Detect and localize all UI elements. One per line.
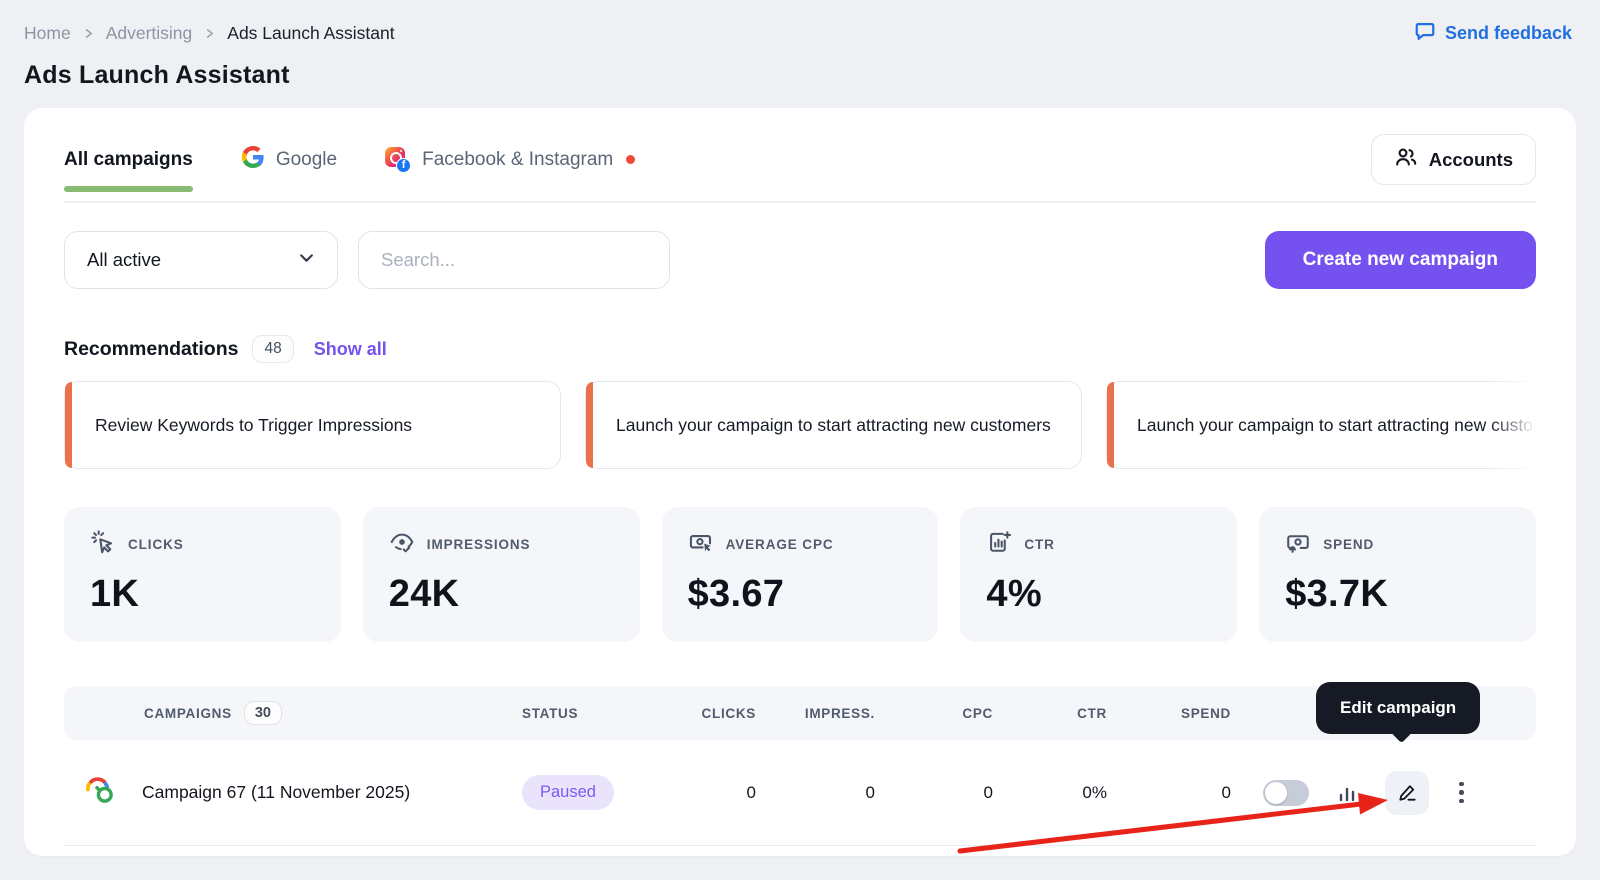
recommendations-count-badge: 48 [252,335,294,363]
chevron-down-icon [298,249,315,271]
stat-label: CLICKS [128,537,184,552]
chevron-right-icon [83,28,94,39]
notification-dot [626,155,636,164]
tab-all-campaigns[interactable]: All campaigns [64,148,193,192]
col-spend: SPEND [1180,705,1231,721]
col-clicks: CLICKS [701,705,756,721]
recommendation-text: Launch your campaign to start attracting… [616,414,1051,435]
facebook-instagram-icon: f [385,146,412,173]
edit-campaign-tooltip: Edit campaign [1316,682,1481,734]
users-icon [1394,145,1418,174]
toolbar: All active Create new campaign [64,231,1536,289]
toggle-knob [1265,781,1287,804]
main-panel: All campaigns Google f Facebook & Instag… [24,108,1576,856]
stat-value-clicks: 1K [90,573,140,615]
recommendation-card[interactable]: Launch your campaign to start attracting… [1106,381,1536,469]
show-all-link[interactable]: Show all [313,338,387,359]
stat-card-average-cpc: AVERAGE CPC $3.67 [661,507,939,642]
stats-row: CLICKS 1K IMPRESSIONS 24K [64,507,1536,642]
cell-ctr: 0% [1082,782,1107,802]
tab-facebook-instagram-label: Facebook & Instagram [422,148,614,170]
campaigns-table: CAMPAIGNS 30 STATUS CLICKS IMPRESS. CPC … [64,686,1536,846]
campaign-name[interactable]: Campaign 67 (11 November 2025) [142,782,411,802]
tab-facebook-instagram[interactable]: f Facebook & Instagram [385,146,636,173]
search-box [358,231,670,289]
stat-value-spend: $3.7K [1285,573,1389,615]
accounts-button-label: Accounts [1428,148,1513,170]
recommendation-card[interactable]: Review Keywords to Trigger Impressions [64,381,561,469]
breadcrumb-home[interactable]: Home [24,23,71,43]
money-cursor-icon [688,529,714,560]
breadcrumb-advertising[interactable]: Advertising [105,23,193,43]
table-header: CAMPAIGNS 30 STATUS CLICKS IMPRESS. CPC … [64,686,1536,740]
stat-label: AVERAGE CPC [725,537,834,552]
top-bar: Home Advertising Ads Launch Assistant Se… [0,0,1600,47]
cell-impressions: 0 [865,782,875,802]
stat-label: IMPRESSIONS [426,537,531,552]
page-title: Ads Launch Assistant [24,61,290,89]
stat-label: SPEND [1323,537,1375,552]
create-campaign-button[interactable]: Create new campaign [1264,231,1536,289]
cell-clicks: 0 [746,782,756,802]
eye-icon [389,529,415,560]
chevron-right-icon [204,28,215,39]
send-feedback-button[interactable]: Send feedback [1414,20,1572,47]
col-impressions: IMPRESS. [804,705,875,721]
breadcrumb: Home Advertising Ads Launch Assistant [24,23,395,44]
tab-google[interactable]: Google [241,145,337,175]
table-row[interactable]: Campaign 67 (11 November 2025) Paused 0 … [64,740,1536,846]
stat-card-impressions: IMPRESSIONS 24K [362,507,640,642]
row-menu-button[interactable] [1455,778,1468,808]
stat-label: CTR [1024,537,1055,552]
recommendation-text: Launch your campaign to start attracting… [1137,414,1536,435]
edit-campaign-button[interactable] [1385,770,1429,815]
stat-card-clicks: CLICKS 1K [64,507,341,642]
google-ads-campaign-icon [82,772,118,813]
cursor-click-icon [90,529,116,560]
stat-value-ctr: 4% [986,573,1042,615]
tab-google-label: Google [275,148,338,170]
status-filter-select[interactable]: All active [64,231,338,289]
search-input[interactable] [381,249,647,271]
recommendations-title: Recommendations [64,337,239,360]
accounts-button[interactable]: Accounts [1370,134,1536,185]
campaign-enable-toggle[interactable] [1263,779,1309,806]
col-status: STATUS [522,705,579,721]
analytics-button[interactable] [1335,781,1359,805]
facebook-icon: f [396,157,412,173]
col-ctr: CTR [1077,705,1107,721]
breadcrumb-current: Ads Launch Assistant [227,23,395,43]
stat-card-ctr: CTR 4% [960,507,1238,642]
col-campaigns: CAMPAIGNS [144,705,232,721]
chart-plus-icon [986,529,1012,560]
tab-bar: All campaigns Google f Facebook & Instag… [64,134,1536,203]
stat-value-impressions: 24K [388,573,460,615]
stat-value-average-cpc: $3.67 [687,573,785,615]
status-filter-value: All active [87,249,162,270]
col-cpc: CPC [962,705,993,721]
campaigns-count-badge: 30 [243,701,282,725]
status-badge: Paused [522,775,614,810]
send-feedback-label: Send feedback [1444,23,1572,43]
cell-spend: 0 [1221,782,1231,802]
recommendation-card[interactable]: Launch your campaign to start attracting… [585,381,1082,469]
recommendation-text: Review Keywords to Trigger Impressions [95,414,413,435]
tab-all-campaigns-label: All campaigns [64,148,193,170]
recommendations-header: Recommendations 48 Show all [64,335,1536,363]
row-actions [1239,770,1536,815]
stat-card-spend: SPEND $3.7K [1259,507,1536,642]
google-icon [241,145,265,175]
chat-bubble-icon [1414,20,1436,47]
recommendation-cards: Review Keywords to Trigger Impressions L… [64,381,1536,469]
cell-cpc: 0 [983,782,993,802]
money-plus-icon [1285,529,1311,560]
